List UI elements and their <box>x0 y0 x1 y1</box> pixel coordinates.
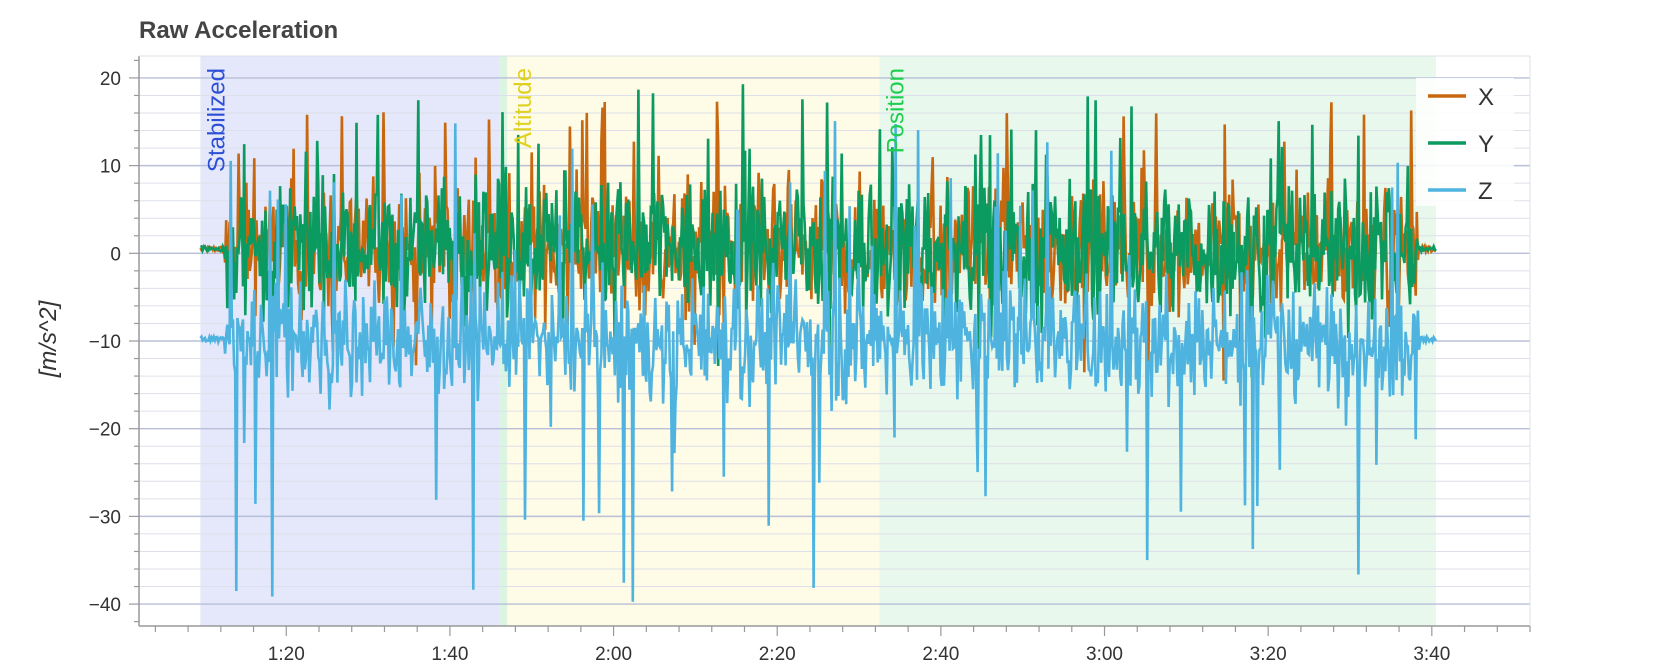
series-line-z <box>199 121 1438 602</box>
legend-label-y: Y <box>1478 131 1494 158</box>
legend-label-x: X <box>1478 84 1494 111</box>
x-tick-label: 2:00 <box>595 644 632 665</box>
y-tick-label: 0 <box>110 244 121 265</box>
chart-title: Raw Acceleration <box>139 17 338 44</box>
legend-label-z: Z <box>1478 178 1493 205</box>
y-tick-label: −30 <box>89 507 121 528</box>
y-tick-label: 20 <box>100 69 121 90</box>
flight-mode-label-position: Position <box>883 68 910 153</box>
x-tick-label: 3:40 <box>1413 644 1450 665</box>
series-lines <box>199 84 1438 602</box>
x-tick-label: 3:20 <box>1250 644 1287 665</box>
x-tick-label: 2:20 <box>759 644 796 665</box>
y-tick-label: −20 <box>89 420 121 441</box>
flight-mode-labels: Stabilized Altitude Position <box>203 68 909 172</box>
series-line-y <box>200 84 1437 378</box>
x-tick-label: 3:00 <box>1086 644 1123 665</box>
legend: XYZ <box>1416 78 1514 206</box>
y-tick-label: −10 <box>89 332 121 353</box>
y-tick-label: −40 <box>89 595 121 616</box>
y-tick-label: 10 <box>100 157 121 178</box>
flight-mode-label-altitude: Altitude <box>510 68 537 148</box>
y-axis-label: [m/s^2] <box>35 299 62 378</box>
x-tick-label: 1:20 <box>268 644 305 665</box>
axes: 20 10 0 −10 −20 −30 −40 1:20 1:40 2:00 2:20 2:40 3:0… <box>89 55 1531 665</box>
x-tick-label: 1:40 <box>431 644 468 665</box>
flight-mode-label-stabilized: Stabilized <box>203 68 230 172</box>
x-tick-label: 2:40 <box>922 644 959 665</box>
